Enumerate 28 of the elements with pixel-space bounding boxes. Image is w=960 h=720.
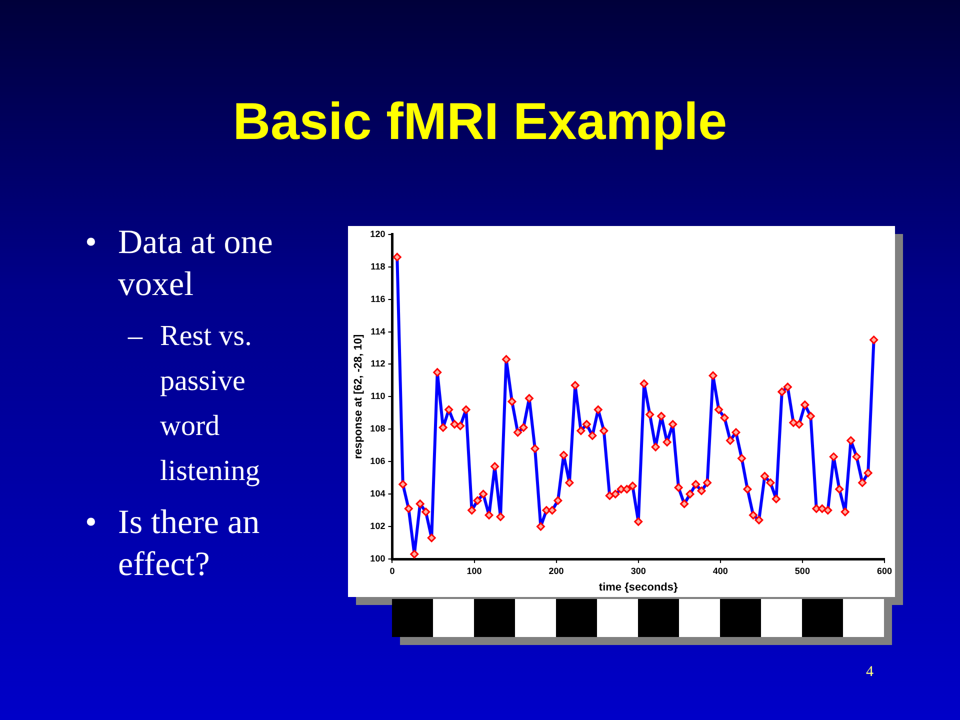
y-tick-label: 116 <box>370 294 386 304</box>
x-tick-label: 100 <box>466 566 482 576</box>
text: 4 <box>866 664 874 681</box>
y-tick-label: 108 <box>370 424 386 434</box>
y-axis-title: response at [62, -28, 10] <box>352 334 365 460</box>
y-tick-label: 102 <box>370 521 386 532</box>
text: • <box>85 503 97 543</box>
y-tick-label: 100 <box>370 553 386 564</box>
y-tick-label: 112 <box>370 358 386 369</box>
y-tick-label: 110 <box>370 391 386 402</box>
x-axis-title: time {seconds} <box>598 581 678 594</box>
y-tick-label: 106 <box>370 456 386 466</box>
x-tick-label: 600 <box>876 566 892 576</box>
text: Is there an effect? <box>118 504 260 583</box>
text: Rest vs. passive word listening <box>160 320 260 487</box>
y-tick-label: 118 <box>370 261 386 272</box>
x-tick-label: 500 <box>794 566 810 576</box>
x-tick-label: 400 <box>712 566 728 576</box>
x-tick-label: 200 <box>548 566 564 576</box>
y-tick-label: 114 <box>370 326 386 336</box>
chart-title: Basic fMRI Example <box>232 92 728 152</box>
text: Data at one voxel <box>118 224 273 303</box>
text: • <box>85 223 97 263</box>
x-tick-label: 0 <box>390 566 395 576</box>
text: – <box>128 319 142 354</box>
y-tick-label: 120 <box>370 228 386 239</box>
y-tick-label: 104 <box>370 488 386 499</box>
x-tick-label: 300 <box>630 566 646 576</box>
